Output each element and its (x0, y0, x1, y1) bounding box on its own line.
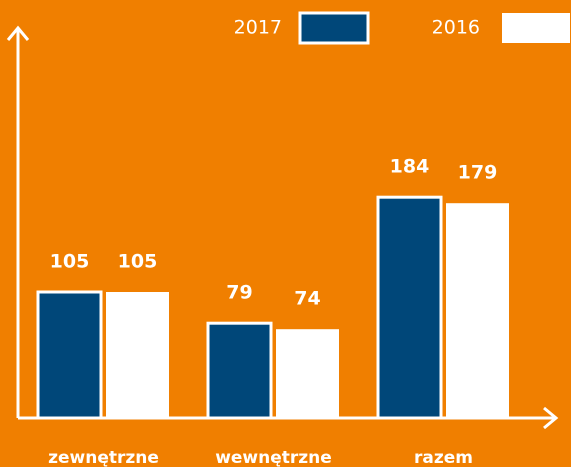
bar (206, 321, 273, 420)
value-label: 74 (294, 288, 320, 310)
x-tick-label: zewnętrzne (48, 448, 159, 467)
value-label: 105 (118, 251, 158, 273)
value-label: 179 (458, 162, 498, 184)
legend-label: 2017 (234, 17, 282, 39)
value-label: 184 (390, 156, 430, 178)
bar (446, 203, 509, 418)
bar (106, 292, 169, 418)
legend-label: 2016 (432, 17, 480, 39)
x-tick-label: razem (414, 448, 473, 467)
y-axis-arrow (6, 25, 30, 41)
x-axis-arrow (543, 406, 559, 430)
legend-swatch (298, 11, 370, 45)
bar (376, 195, 443, 420)
value-label: 79 (226, 282, 252, 304)
bar (36, 290, 103, 420)
legend-swatch (502, 13, 570, 43)
value-label: 105 (50, 251, 90, 273)
bar (276, 329, 339, 418)
x-tick-label: wewnętrzne (215, 448, 332, 467)
